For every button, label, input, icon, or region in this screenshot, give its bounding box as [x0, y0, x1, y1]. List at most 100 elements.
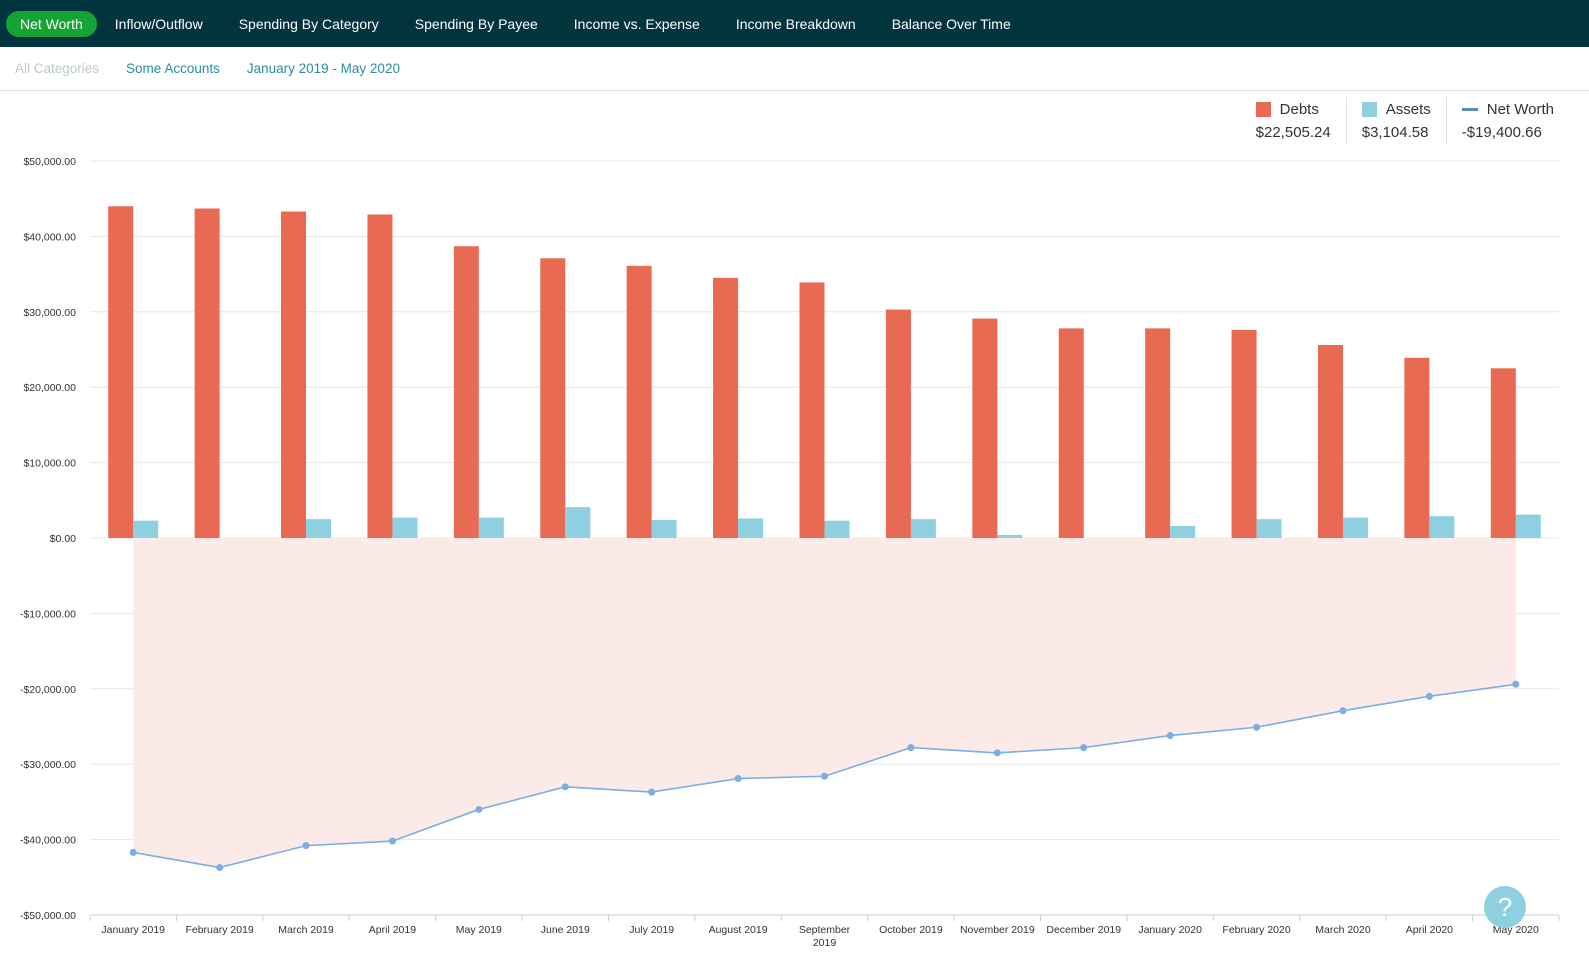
legend-assets-label: Assets	[1385, 100, 1431, 118]
x-tick-label: February 2020	[1222, 924, 1290, 936]
net-worth-point	[561, 783, 569, 791]
net-worth-point	[216, 863, 224, 871]
legend-debts-label: Debts	[1279, 100, 1319, 118]
legend-debts[interactable]: Debts $22,505.24	[1241, 97, 1346, 145]
y-tick-label: -$10,000.00	[20, 608, 76, 620]
x-tick-label: September 2019	[799, 924, 851, 949]
net-worth-point	[475, 805, 483, 813]
legend-net-worth[interactable]: Net Worth -$19,400.66	[1445, 97, 1569, 145]
x-tick-label: December 2019	[1046, 924, 1121, 936]
debts-bar	[367, 214, 393, 538]
categories-filter: All Categories	[15, 61, 100, 76]
debts-bar	[1231, 329, 1257, 538]
debts-bar	[1058, 328, 1084, 538]
tab-spending-by-category[interactable]: Spending By Category	[238, 15, 379, 32]
x-tick-label: January 2020	[1138, 924, 1202, 936]
filter-bar: All Categories Some Accounts January 201…	[0, 47, 1589, 91]
x-tick-label: April 2020	[1406, 924, 1453, 936]
debts-bar	[1317, 344, 1343, 538]
legend-net-worth-value: -$19,400.66	[1461, 124, 1542, 141]
assets-bar	[565, 507, 591, 538]
assets-bar	[133, 520, 159, 538]
assets-bar	[1256, 519, 1282, 538]
debts-bar	[799, 282, 825, 538]
debts-bar	[1145, 328, 1171, 538]
y-tick-label: $20,000.00	[23, 382, 76, 394]
accounts-filter[interactable]: Some Accounts	[126, 61, 220, 76]
assets-bar	[738, 518, 764, 538]
tab-balance-over-time[interactable]: Balance Over Time	[891, 15, 1011, 32]
net-worth-point	[1253, 723, 1261, 731]
chart-legend: Debts $22,505.24 Assets $3,104.58 Net Wo…	[1241, 97, 1569, 145]
assets-swatch	[1361, 101, 1377, 117]
debts-bar	[972, 318, 998, 538]
assets-bar	[1515, 514, 1541, 538]
tab-income-vs-expense[interactable]: Income vs. Expense	[573, 15, 700, 32]
net-worth-point	[1080, 744, 1088, 752]
y-tick-label: $10,000.00	[23, 458, 76, 470]
x-tick-label: November 2019	[960, 924, 1035, 936]
assets-bar	[1170, 525, 1196, 538]
tab-spending-by-payee[interactable]: Spending By Payee	[414, 15, 538, 32]
legend-assets-value: $3,104.58	[1361, 124, 1429, 141]
tab-income-breakdown[interactable]: Income Breakdown	[735, 15, 856, 32]
x-tick-label: July 2019	[629, 924, 674, 936]
tab-inflow-outflow[interactable]: Inflow/Outflow	[114, 15, 203, 32]
legend-assets[interactable]: Assets $3,104.58	[1345, 97, 1446, 145]
debts-bar	[713, 277, 739, 538]
debts-bar	[194, 208, 220, 538]
x-tick-label: February 2019	[185, 924, 253, 936]
y-tick-label: $0.00	[50, 533, 76, 545]
assets-bar	[392, 517, 418, 538]
assets-bar	[478, 517, 504, 538]
net-worth-point	[821, 772, 828, 780]
date-range-filter[interactable]: January 2019 - May 2020	[246, 61, 400, 76]
x-tick-label: June 2019	[541, 924, 590, 936]
net-worth-point	[1512, 680, 1520, 688]
help-button[interactable]: ?	[1484, 886, 1526, 928]
legend-net-worth-label: Net Worth	[1486, 100, 1554, 118]
net-worth-point	[302, 842, 310, 850]
y-tick-label: -$40,000.00	[20, 835, 76, 847]
x-tick-label: August 2019	[709, 924, 768, 936]
x-tick-label: May 2019	[456, 924, 502, 936]
net-worth-point	[734, 775, 742, 783]
y-tick-label: $50,000.00	[23, 156, 76, 168]
assets-bar	[1429, 516, 1455, 538]
debts-bar	[1490, 368, 1516, 538]
x-tick-label: April 2019	[369, 924, 416, 936]
y-tick-label: $30,000.00	[23, 307, 76, 319]
assets-bar	[910, 519, 936, 538]
debts-bar	[108, 206, 134, 538]
y-tick-label: -$30,000.00	[20, 759, 76, 771]
debts-bar	[540, 258, 566, 538]
net-worth-area	[133, 538, 1516, 868]
net-worth-point	[648, 788, 656, 796]
report-nav: Net Worth Inflow/Outflow Spending By Cat…	[0, 0, 1589, 47]
y-tick-label: -$50,000.00	[20, 910, 76, 922]
y-tick-label: -$20,000.00	[20, 684, 76, 696]
assets-bar	[1342, 517, 1368, 538]
net-worth-point	[129, 848, 137, 856]
net-worth-chart: $50,000.00 $40,000.00 $30,000.00 $20,000.00…	[20, 156, 1560, 949]
assets-bar	[306, 519, 332, 538]
net-worth-point	[1166, 732, 1174, 740]
debts-swatch	[1255, 101, 1271, 117]
debts-bar	[281, 211, 307, 538]
debts-bar	[626, 265, 652, 538]
assets-bar	[651, 519, 677, 538]
debts-bar	[885, 309, 911, 538]
net-worth-point	[993, 749, 1001, 757]
tab-net-worth[interactable]: Net Worth	[6, 10, 97, 37]
debts-bar	[453, 246, 479, 538]
assets-bar	[997, 534, 1023, 538]
x-tick-label: March 2019	[278, 924, 334, 936]
x-tick-label: January 2019	[101, 924, 165, 936]
y-tick-label: $40,000.00	[23, 231, 76, 243]
debts-bar	[1404, 357, 1430, 538]
assets-bar	[824, 520, 850, 538]
x-tick-label: March 2020	[1315, 924, 1371, 936]
net-worth-point	[1339, 707, 1347, 715]
net-worth-point	[388, 837, 396, 845]
net-worth-point	[907, 744, 915, 752]
